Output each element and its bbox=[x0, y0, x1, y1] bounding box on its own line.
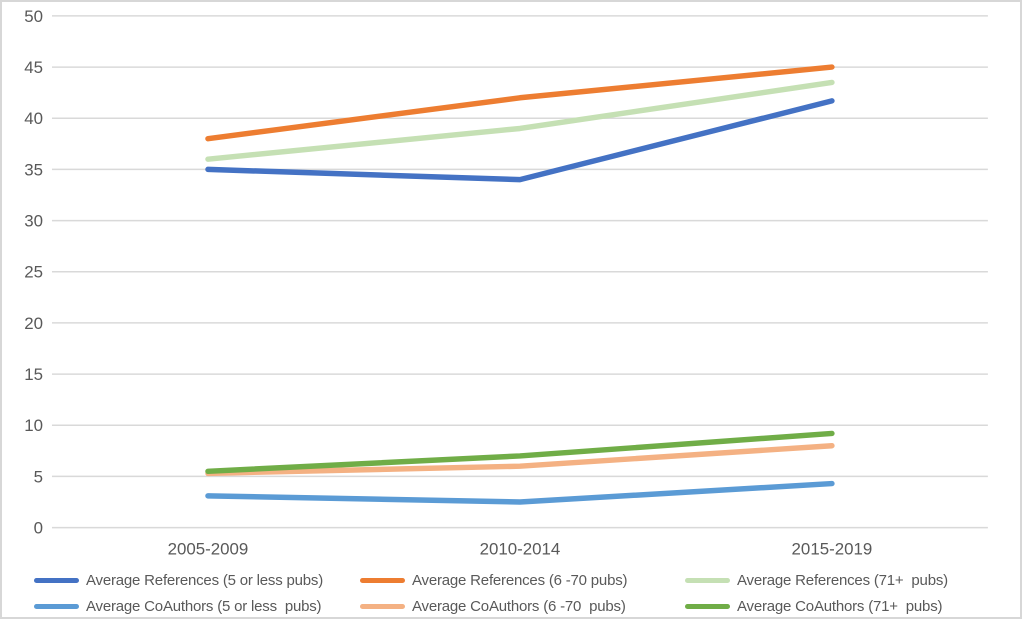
y-axis-tick-label: 50 bbox=[24, 7, 43, 26]
series-line bbox=[205, 442, 835, 477]
y-axis-tick-label: 15 bbox=[24, 365, 43, 384]
y-axis-tick-label: 30 bbox=[24, 212, 43, 231]
y-axis-tick-label: 45 bbox=[24, 58, 43, 77]
y-axis-tick-label: 5 bbox=[34, 467, 43, 486]
series-line bbox=[205, 64, 835, 142]
y-axis-tick-label: 40 bbox=[24, 109, 43, 128]
x-axis-tick-label: 2010-2014 bbox=[480, 539, 561, 558]
series-line bbox=[205, 480, 835, 505]
y-axis-tick-label: 35 bbox=[24, 160, 43, 179]
y-axis-tick-label: 0 bbox=[34, 519, 43, 538]
y-axis-tick-label: 10 bbox=[24, 416, 43, 435]
y-axis-tick-label: 20 bbox=[24, 314, 43, 333]
series-line bbox=[205, 98, 835, 183]
x-axis-tick-label: 2005-2009 bbox=[168, 539, 249, 558]
series-line bbox=[205, 79, 835, 162]
y-axis-tick-label: 25 bbox=[24, 263, 43, 282]
x-axis-tick-label: 2015-2019 bbox=[792, 539, 873, 558]
series-line bbox=[205, 430, 835, 475]
